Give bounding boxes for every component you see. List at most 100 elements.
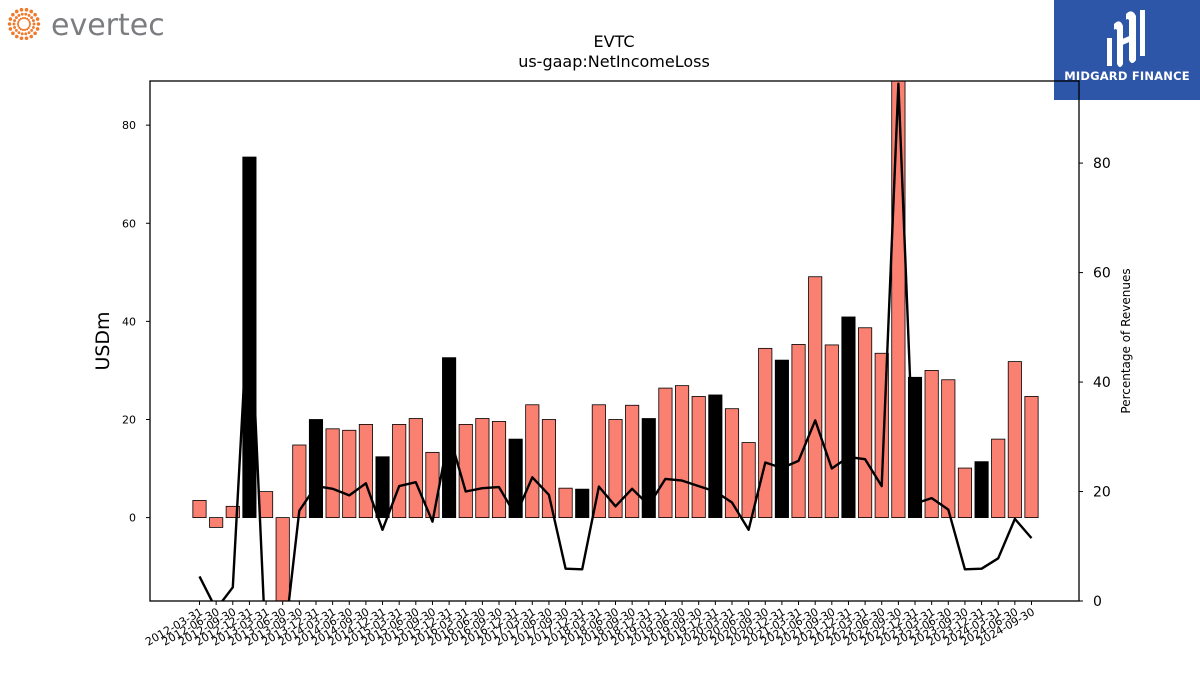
bar-2019-06-30	[675, 385, 690, 519]
bar-2019-12-31	[708, 394, 723, 519]
bar-2016-12-31	[508, 438, 523, 519]
logo-dot	[20, 32, 24, 36]
bar-2012-12-31	[242, 156, 257, 519]
logo-dot	[28, 22, 32, 26]
logo-dot	[13, 19, 17, 23]
logo-dot	[30, 16, 34, 20]
bar-2014-12-31	[375, 456, 390, 519]
y2-tick-label: 40	[1093, 375, 1111, 391]
y-axis-label: USDm	[92, 311, 114, 370]
logo-dot	[28, 24, 31, 28]
bar-2018-12-31	[641, 418, 656, 519]
midgard-finance-logo: MIDGARD FINANCE	[1054, 0, 1200, 100]
bar-2015-03-31	[392, 423, 407, 519]
bar-2023-06-30	[941, 379, 956, 519]
logo-dot	[11, 12, 15, 17]
bar-2012-09-30	[225, 505, 240, 519]
bar-2024-09-30	[1024, 396, 1039, 519]
evertec-dots-icon	[7, 7, 41, 41]
bar-2017-06-30	[541, 419, 556, 519]
y-tick-label: 40	[122, 315, 136, 328]
y-tick-label: 0	[129, 512, 136, 525]
logo-dot	[24, 32, 28, 36]
bar-2013-12-31	[308, 419, 324, 519]
logo-dot	[32, 22, 36, 26]
bar-2016-09-30	[491, 421, 507, 519]
logo-dot	[17, 13, 21, 17]
logo-dot	[21, 16, 25, 20]
logo-dot	[8, 17, 13, 21]
midgard-finance-wordmark: MIDGARD FINANCE	[1064, 69, 1190, 83]
bar-2020-12-31	[774, 359, 789, 519]
bar-2024-06-30	[1007, 361, 1022, 519]
logo-dot	[20, 12, 24, 16]
bar-2013-03-31	[259, 491, 274, 519]
midgard-emblem-icon	[1107, 10, 1145, 67]
chart-title: EVTC	[593, 32, 634, 51]
logo-dot	[29, 34, 34, 39]
bar-2023-03-31	[924, 370, 939, 519]
bar-2023-12-31	[974, 461, 989, 519]
logo-dot	[17, 31, 21, 35]
logo-dot	[13, 25, 17, 29]
bar-2012-03-31	[192, 500, 207, 519]
bar-2017-12-31	[575, 488, 590, 519]
bar-2022-03-31	[858, 327, 873, 519]
bar-2023-09-30	[957, 467, 972, 519]
logo-dot	[12, 22, 16, 26]
bar-2020-09-30	[758, 347, 773, 519]
bar-2020-06-30	[741, 442, 756, 519]
logo-dot	[19, 17, 23, 20]
plot-frame	[149, 80, 1080, 602]
bar-2022-09-30	[891, 81, 906, 519]
y-tick-label: 20	[122, 413, 136, 426]
bar-2017-03-31	[525, 404, 540, 519]
logo-dot	[31, 19, 35, 23]
logo-dot	[11, 31, 15, 36]
logo-dot	[14, 34, 19, 39]
logo-dot	[27, 13, 31, 17]
logo-dot	[24, 12, 28, 16]
bar-2014-03-31	[325, 428, 340, 519]
y2-tick-label: 60	[1093, 266, 1111, 282]
logo-dot	[14, 9, 19, 14]
bar-2018-06-30	[608, 419, 623, 519]
bar-2021-12-31	[841, 316, 856, 519]
logo-dot	[7, 22, 12, 26]
y2-axis-label: Percentage of Revenues	[1119, 268, 1133, 413]
bar-2020-03-31	[724, 408, 740, 519]
logo-dot	[31, 25, 35, 29]
logo-dot	[19, 36, 24, 41]
chart-subtitle: us-gaap:NetIncomeLoss	[518, 52, 710, 71]
logo-dot	[25, 28, 29, 31]
logo-dot	[18, 19, 21, 22]
percentage-of-revenues-line	[198, 82, 1033, 601]
logo-dot	[18, 26, 21, 29]
logo-dot	[29, 9, 34, 14]
y-tick-label: 80	[122, 119, 136, 132]
logo-dot	[21, 28, 25, 32]
logo-dot	[16, 22, 20, 26]
evertec-logo: evertec	[4, 4, 194, 44]
bar-2012-06-30	[209, 517, 224, 528]
logo-dot	[17, 20, 20, 24]
logo-dot	[14, 28, 18, 32]
logo-dot	[27, 26, 30, 29]
logo-dot	[19, 28, 23, 31]
logo-dot	[23, 16, 27, 20]
logo-dot	[14, 16, 18, 20]
bar-2019-03-31	[658, 387, 673, 519]
bar-2014-06-30	[342, 429, 357, 519]
bar-2016-03-31	[458, 423, 473, 519]
logo-dot	[17, 24, 20, 28]
bar-2021-09-30	[824, 344, 839, 519]
y2-tick-label: 20	[1093, 485, 1111, 501]
bar-2024-03-31	[991, 438, 1006, 519]
y-tick-label: 60	[122, 217, 136, 230]
logo-dot	[19, 7, 24, 12]
y2-tick-label: 0	[1093, 594, 1102, 610]
logo-dot	[35, 17, 40, 21]
bar-2013-09-30	[292, 444, 307, 519]
logo-dot	[27, 19, 30, 22]
